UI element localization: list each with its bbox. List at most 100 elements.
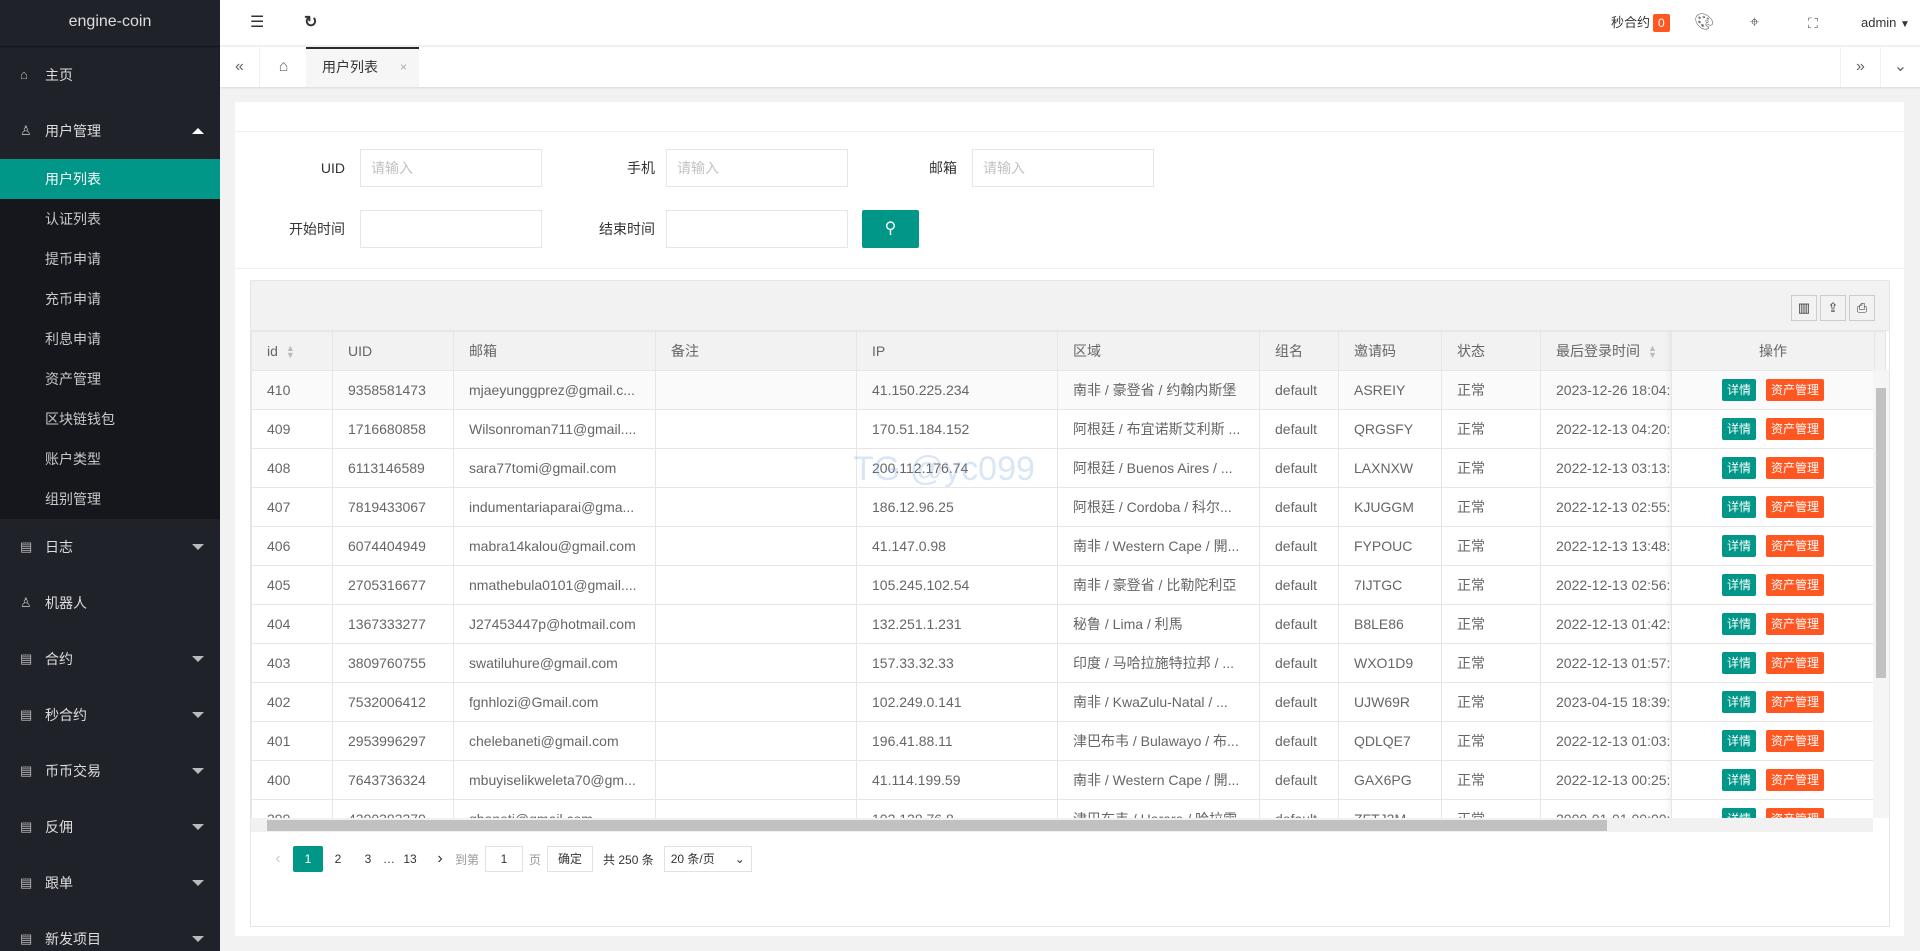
goto-page-input[interactable]: 1 (485, 846, 524, 872)
detail-button[interactable]: 详情 (1721, 808, 1756, 818)
detail-button[interactable]: 详情 (1721, 379, 1756, 401)
table-row[interactable]: 405 2705316677 nmathebula0101@gmail.... 105… (251, 565, 1887, 605)
column-header[interactable]: 邮箱 (453, 331, 656, 371)
column-header[interactable]: IP (856, 331, 1058, 371)
detail-button[interactable]: 详情 (1721, 457, 1756, 479)
detail-button[interactable]: 详情 (1721, 730, 1756, 752)
detail-button[interactable]: 详情 (1721, 691, 1756, 713)
detail-button[interactable]: 详情 (1721, 769, 1756, 791)
table-row[interactable]: 410 9358581473 mjaeyunggprez@gmail.c... 41.… (251, 370, 1887, 410)
asset-manage-button[interactable]: 资产管理 (1766, 457, 1825, 479)
page-1[interactable]: 1 (293, 846, 323, 872)
sidebar-subitem[interactable]: 账户类型 (45, 451, 101, 467)
asset-manage-button[interactable]: 资产管理 (1766, 691, 1825, 713)
column-header[interactable]: 最后登录时间 ▲ ▼ (1539, 331, 1687, 371)
detail-button[interactable]: 详情 (1721, 613, 1756, 635)
page-13[interactable]: 13 (403, 852, 417, 866)
table-row[interactable]: 402 7532006412 fgnhlozi@Gmail.com 102.249.0… (251, 682, 1887, 722)
column-header[interactable]: 组名 (1259, 331, 1339, 371)
user-menu[interactable]: admin ▼ (1861, 0, 1910, 46)
goto-confirm-button[interactable]: 确定 (547, 846, 594, 872)
asset-manage-button[interactable]: 资产管理 (1766, 769, 1825, 791)
columns-filter-icon[interactable]: ▥ (1791, 295, 1817, 321)
page-2[interactable]: 2 (334, 852, 342, 866)
detail-button[interactable]: 详情 (1721, 418, 1756, 440)
sidebar-item[interactable]: ▤ 日志 (0, 519, 220, 575)
table-row[interactable]: 3994390383379qbaneti@gmail.com 102.128.76… (251, 799, 1887, 818)
tabs-scroll-left-icon[interactable]: « (220, 47, 260, 87)
tabs-scroll-right-icon[interactable]: » (1840, 47, 1880, 87)
print-icon[interactable]: ⎙ (1849, 295, 1875, 321)
sidebar-item[interactable]: ▤ 合约 (0, 631, 220, 687)
end-time-input[interactable] (666, 210, 848, 248)
detail-button[interactable]: 详情 (1721, 574, 1756, 596)
column-header[interactable]: 区域 (1057, 331, 1260, 371)
horizontal-scrollbar[interactable] (251, 818, 1873, 832)
start-time-input[interactable] (360, 210, 542, 248)
sort-icon[interactable]: ▲ ▼ (285, 343, 295, 361)
sidebar-subitem[interactable]: 组别管理 (45, 491, 101, 507)
asset-manage-button[interactable]: 资产管理 (1766, 379, 1825, 401)
menu-toggle-icon[interactable]: ☰ (250, 14, 265, 31)
sidebar-item[interactable]: ♙ 机器人 (0, 575, 220, 631)
fullscreen-icon[interactable]: ⛶ (1808, 15, 1818, 31)
column-header[interactable]: 状态 (1441, 331, 1541, 371)
column-header[interactable]: id ▲ ▼ (251, 331, 333, 371)
detail-button[interactable]: 详情 (1721, 535, 1756, 557)
asset-manage-button[interactable]: 资产管理 (1766, 496, 1825, 518)
sidebar-item[interactable]: ▤ 币币交易 (0, 743, 220, 799)
search-button[interactable]: ⚲ (862, 210, 919, 248)
home-tab-icon[interactable]: ⌂ (278, 58, 289, 75)
column-header[interactable]: UID (332, 331, 454, 371)
asset-manage-button[interactable]: 资产管理 (1766, 730, 1825, 752)
sidebar-item-user-mgmt[interactable]: ♙ 用户管理 (0, 103, 220, 159)
detail-button[interactable]: 详情 (1721, 652, 1756, 674)
prev-page-icon[interactable]: ‹ (275, 850, 281, 867)
tag-icon[interactable]: ⌖ (1750, 14, 1760, 31)
asset-manage-button[interactable]: 资产管理 (1766, 418, 1825, 440)
uid-input[interactable] (360, 149, 542, 187)
export-icon[interactable]: ⇪ (1820, 295, 1846, 321)
asset-manage-button[interactable]: 资产管理 (1766, 613, 1825, 635)
table-row[interactable]: 407 7819433067 indumentariaparai@gma... 186… (251, 487, 1887, 527)
sidebar-item[interactable]: ▤ 新发项目 (0, 911, 220, 951)
second-contract-link[interactable]: 秒合约 0 (1611, 0, 1670, 46)
table-row[interactable]: 404 1367333277 J27453447p@hotmail.com 132.2… (251, 604, 1887, 644)
page-3[interactable]: 3 (364, 852, 372, 866)
scroll-thumb[interactable] (1876, 388, 1886, 678)
next-page-icon[interactable]: › (437, 850, 443, 867)
sidebar-subitem[interactable]: 资产管理 (45, 371, 101, 387)
table-row[interactable]: 408 6113146589 sara77tomi@gmail.com 200.112… (251, 448, 1887, 488)
sidebar-subitem[interactable]: 提币申请 (45, 251, 101, 267)
table-row[interactable]: 401 2953996297 chelebaneti@gmail.com 196.41… (251, 721, 1887, 761)
email-input[interactable] (972, 149, 1154, 187)
asset-manage-button[interactable]: 资产管理 (1766, 535, 1825, 557)
tab-user-list[interactable]: 用户列表 × (306, 47, 419, 87)
asset-manage-button[interactable]: 资产管理 (1766, 652, 1825, 674)
detail-button[interactable]: 详情 (1721, 496, 1756, 518)
refresh-icon[interactable]: ↻ (304, 14, 318, 31)
sidebar-item[interactable]: ▤ 反佣 (0, 799, 220, 855)
table-row[interactable]: 409 1716680858 Wilsonroman711@gmail.... 170… (251, 409, 1887, 449)
sort-icon[interactable]: ▲ ▼ (1648, 343, 1657, 361)
asset-manage-button[interactable]: 资产管理 (1766, 808, 1825, 818)
phone-input[interactable] (666, 149, 848, 187)
sidebar-subitem[interactable]: 充币申请 (45, 291, 101, 307)
page-size-select[interactable]: 20 条/页 ⌄ (663, 846, 752, 872)
sidebar-subitem[interactable]: 用户列表 (0, 159, 220, 199)
sidebar-item[interactable]: ▤ 跟单 (0, 855, 220, 911)
column-header[interactable]: 邀请码 (1338, 331, 1442, 371)
sidebar-subitem[interactable]: 认证列表 (45, 211, 101, 227)
sidebar-subitem[interactable]: 利息申请 (45, 331, 101, 347)
column-header[interactable]: 备注 (655, 331, 857, 371)
table-row[interactable]: 406 6074404949 mabra14kalou@gmail.com 41.14… (251, 526, 1887, 566)
sidebar-subitem[interactable]: 区块链钱包 (45, 411, 115, 427)
sidebar-item[interactable]: ▤ 秒合约 (0, 687, 220, 743)
asset-manage-button[interactable]: 资产管理 (1766, 574, 1825, 596)
table-row[interactable]: 403 3809760755 swatiluhure@gmail.com 157.33… (251, 643, 1887, 683)
sidebar-item-home[interactable]: ⌂ 主页 (0, 47, 220, 103)
table-row[interactable]: 400 7643736324 mbuyiselikweleta70@gm... 41.… (251, 760, 1887, 800)
scroll-thumb[interactable] (267, 820, 1607, 831)
tabs-menu-chevron-down-icon[interactable]: ⌄ (1880, 47, 1920, 87)
close-icon[interactable]: × (399, 60, 407, 74)
